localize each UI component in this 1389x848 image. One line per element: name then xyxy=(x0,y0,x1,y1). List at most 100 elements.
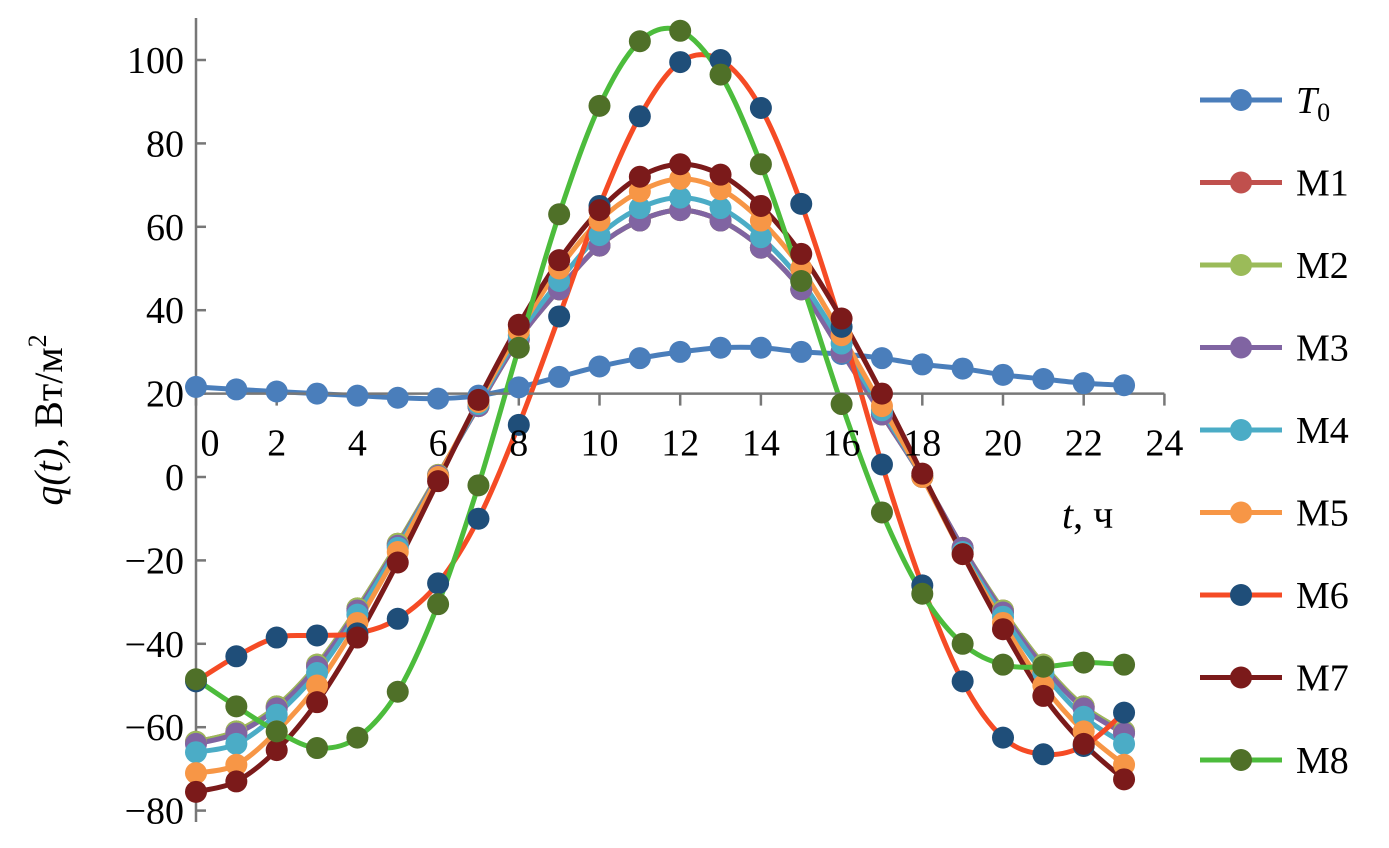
x-axis-label-unit: ч xyxy=(1093,492,1113,537)
data-point-m7 xyxy=(992,618,1014,641)
y-axis-label: q(t), Вт/м2 xyxy=(23,334,71,505)
data-point-m8 xyxy=(951,632,974,655)
x-tick-label: 10 xyxy=(581,423,619,465)
data-point-m6 xyxy=(628,105,651,128)
data-point-m4 xyxy=(185,741,207,764)
series-line-m8 xyxy=(194,25,1125,751)
data-point-m6 xyxy=(386,607,409,630)
data-point-m8 xyxy=(185,668,207,691)
legend-marker xyxy=(1230,171,1252,194)
data-point-t0 xyxy=(588,355,611,378)
data-point-m7 xyxy=(386,551,409,574)
legend-label: M3 xyxy=(1296,328,1349,370)
x-tick-label: 24 xyxy=(1145,423,1183,465)
legend-label: M5 xyxy=(1296,493,1349,535)
legend-label: M4 xyxy=(1296,410,1349,452)
x-tick-label: 20 xyxy=(984,423,1022,465)
series-line-m5 xyxy=(195,176,1126,776)
legend-label: M2 xyxy=(1296,245,1349,287)
y-tick-label: −80 xyxy=(125,791,184,833)
y-tick-label: −60 xyxy=(125,707,184,749)
legend-label: M1 xyxy=(1296,163,1349,205)
legend-item-m8: M8 xyxy=(1200,740,1349,782)
data-point-m8 xyxy=(709,63,732,86)
legend-item-m5: M5 xyxy=(1200,493,1349,535)
data-point-m6 xyxy=(225,645,248,668)
data-point-m8 xyxy=(669,19,692,42)
data-point-m8 xyxy=(467,474,490,497)
data-point-t0 xyxy=(548,365,571,388)
data-point-t0 xyxy=(185,375,207,398)
data-point-m4 xyxy=(1113,732,1136,755)
data-point-m6 xyxy=(1032,743,1055,766)
legend-item-m7: M7 xyxy=(1200,658,1349,700)
legend-item-m3: M3 xyxy=(1200,328,1349,370)
data-point-m7 xyxy=(265,739,288,762)
data-point-m4 xyxy=(265,703,288,726)
x-tick-label: 14 xyxy=(742,423,780,465)
data-point-t0 xyxy=(669,340,692,363)
data-point-m4 xyxy=(225,732,248,755)
series-markers xyxy=(185,19,1136,803)
data-point-m6 xyxy=(749,96,772,119)
data-point-m8 xyxy=(1113,653,1136,676)
legend-marker xyxy=(1230,501,1252,524)
legend-label: M7 xyxy=(1296,658,1349,700)
data-point-m8 xyxy=(225,695,248,718)
data-point-t0 xyxy=(790,340,813,363)
x-axis-label-var: t xyxy=(1062,492,1074,537)
data-point-m7 xyxy=(588,199,611,222)
data-point-m6 xyxy=(507,413,530,436)
data-point-m7 xyxy=(1072,732,1095,755)
y-axis-label-sup: 2 xyxy=(23,334,52,347)
legend-marker xyxy=(1230,336,1252,359)
x-tick-label: 6 xyxy=(429,423,448,465)
data-point-t0 xyxy=(1032,368,1055,391)
legend-label: T0 xyxy=(1296,80,1330,127)
series-line-t0 xyxy=(195,344,1125,402)
data-point-m5 xyxy=(225,753,248,776)
data-point-m6 xyxy=(306,624,329,647)
data-point-m6 xyxy=(951,670,974,693)
data-point-m4 xyxy=(709,197,732,220)
legend-marker xyxy=(1230,254,1252,276)
data-point-m6 xyxy=(467,507,490,530)
data-point-t0 xyxy=(386,386,409,409)
data-point-m7 xyxy=(628,165,651,188)
data-point-t0 xyxy=(265,380,288,403)
data-point-m7 xyxy=(830,307,853,330)
data-point-m8 xyxy=(870,501,893,524)
x-tick-label: 2 xyxy=(267,423,286,465)
data-point-m8 xyxy=(790,270,813,293)
data-point-t0 xyxy=(507,376,530,399)
data-point-t0 xyxy=(1113,374,1136,397)
data-point-m8 xyxy=(1072,651,1095,674)
data-point-m8 xyxy=(507,336,530,359)
y-tick-label: 20 xyxy=(146,374,184,416)
data-point-t0 xyxy=(749,336,772,359)
y-tick-label: 100 xyxy=(127,40,184,82)
x-tick-label: 12 xyxy=(661,423,699,465)
data-point-m7 xyxy=(1113,768,1136,791)
data-point-m8 xyxy=(749,153,772,176)
x-tick-label: 4 xyxy=(348,423,367,465)
y-tick-label: 80 xyxy=(146,123,184,165)
data-point-m7 xyxy=(1032,684,1055,707)
data-point-m7 xyxy=(709,163,732,186)
data-point-t0 xyxy=(427,387,450,410)
y-axis-label-var: q(t) xyxy=(26,448,71,506)
data-point-m8 xyxy=(588,94,611,117)
legend-marker xyxy=(1230,749,1252,771)
x-tick-label: 16 xyxy=(823,423,861,465)
series-line-m4 xyxy=(195,195,1126,755)
data-point-m6 xyxy=(870,453,893,476)
data-point-m6 xyxy=(427,572,450,595)
series-line-m7 xyxy=(195,161,1126,795)
data-point-t0 xyxy=(911,353,934,376)
data-point-t0 xyxy=(870,347,893,370)
legend-item-m6: M6 xyxy=(1200,575,1349,617)
data-point-m6 xyxy=(265,626,288,649)
data-point-m7 xyxy=(749,194,772,217)
